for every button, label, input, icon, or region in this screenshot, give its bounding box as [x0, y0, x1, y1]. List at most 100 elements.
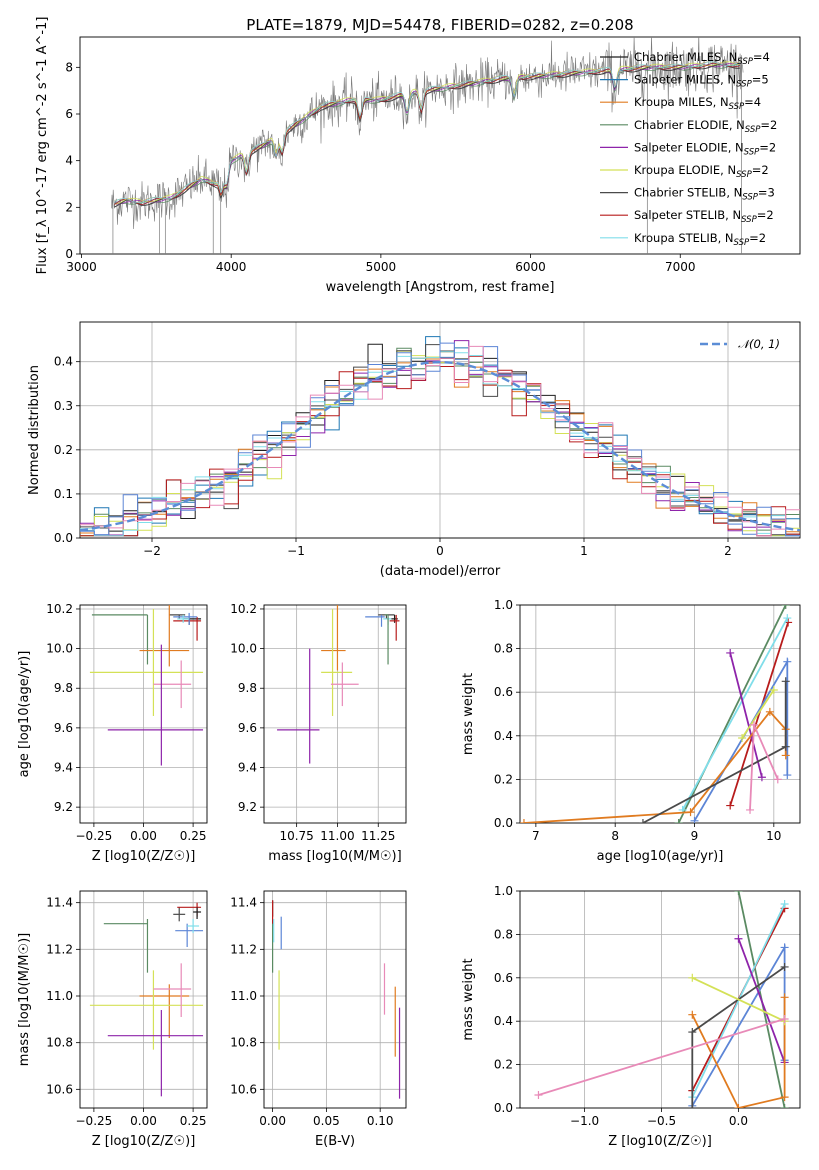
legend-label: Kroupa STELIB, NSSP=2: [634, 231, 766, 248]
x-tick-label: 5000: [366, 260, 397, 274]
weight-marker: [734, 934, 743, 943]
plot-area: [520, 605, 793, 823]
panel-age_vs_mass: 10.75 11.00 11.25 9.2 9.4 9.6 9.8 10.0 10.2 mass …: [230, 602, 407, 864]
y-tick-label: 9.8: [238, 681, 257, 695]
y-tick-label: 0.2: [494, 1058, 513, 1072]
weight-series: [693, 658, 789, 822]
plot-frame: [79, 604, 208, 824]
y-tick-label: 9.2: [54, 800, 73, 814]
x-tick-label: 10.75: [279, 829, 313, 843]
y-tick-label: 0.0: [54, 531, 73, 545]
weight-series: [729, 622, 789, 806]
y-axis-label: Flux [f_λ 10^-17 erg cm^-2 s^-1 A^-1]: [35, 17, 50, 275]
y-tick-label: 0.0: [494, 816, 513, 830]
x-tick-label: 0: [436, 544, 444, 558]
y-tick-label: 0.0: [494, 1101, 513, 1115]
x-axis-label: age [log10(age/yr)]: [597, 849, 724, 864]
y-tick-label: 8: [65, 60, 73, 74]
legend-label: Chabrier MILES, NSSP=4: [634, 50, 770, 67]
weight-marker: [686, 808, 695, 817]
y-tick-label: 9.2: [238, 800, 257, 814]
y-tick-label: 2: [65, 200, 73, 214]
y-axis-label: mass [log10(M/M☉)]: [17, 933, 32, 1066]
x-axis-label: Z [log10(Z/Z☉)]: [92, 1134, 196, 1149]
plot-area: [277, 605, 400, 764]
plot-frame: [263, 604, 407, 824]
weight-marker: [781, 742, 790, 751]
plot-area: [80, 336, 800, 537]
weight-series: [737, 938, 786, 1063]
y-tick-label: 0.4: [494, 729, 513, 743]
weight-marker: [780, 1104, 789, 1108]
x-tick-label: 0.05: [313, 1114, 340, 1128]
x-tick-label: 11.25: [361, 829, 395, 843]
legend-label: Chabrier ELODIE, NSSP=2: [634, 118, 777, 135]
plot-frame: [79, 321, 801, 539]
y-tick-label: 11.4: [230, 896, 257, 910]
spectrum-data: [111, 37, 744, 230]
weight-marker: [688, 1028, 697, 1037]
legend: Chabrier MILES, NSSP=4 Salpeter MILES, NS…: [600, 50, 777, 248]
x-tick-label: 7000: [665, 260, 696, 274]
x-tick-label: 6000: [515, 260, 546, 274]
weight-series: [741, 689, 775, 739]
plot-frame: [519, 604, 801, 824]
panel-mass_vs_ebv: 0.00 0.05 0.10 10.6 10.8 11.0 11.2 11.4 E(B-V): [230, 890, 407, 1149]
y-tick-label: 0.8: [494, 642, 513, 656]
y-tick-label: 9.6: [238, 721, 257, 735]
x-tick-label: 0.25: [180, 829, 207, 843]
x-tick-label: −1: [287, 544, 305, 558]
panel-age_vs_Z: −0.25 0.00 0.25 9.2 9.4 9.6 9.8 10.0 10.2 Z [log1…: [17, 602, 208, 864]
weight-marker: [783, 614, 792, 623]
x-tick-label: 0.10: [367, 1114, 394, 1128]
panel-residual_hist: −2 −1 0 1 2 0.0 0.1 0.2 0.3 0.4 (data-model)/error…: [27, 321, 801, 579]
y-tick-label: 11.2: [230, 942, 257, 956]
weight-marker: [734, 891, 743, 895]
weight-marker: [726, 801, 735, 810]
plot-frame: [263, 890, 407, 1109]
y-tick-label: 0.3: [54, 399, 73, 413]
weight-series: [538, 1018, 785, 1096]
weight-marker: [780, 993, 789, 1002]
panel-mass_vs_Z: −0.25 0.00 0.25 10.6 10.8 11.0 11.2 11.4 Z [log1…: [17, 890, 208, 1149]
y-tick-label: 9.4: [54, 761, 73, 775]
weight-marker: [773, 775, 782, 784]
weight-marker: [780, 1093, 789, 1102]
y-tick-label: 9.8: [54, 681, 73, 695]
y-axis-label: Normed distribution: [27, 365, 42, 495]
x-tick-label: 3000: [66, 260, 97, 274]
plot-area: [534, 891, 789, 1108]
x-axis-label: (data-model)/error: [380, 564, 501, 579]
legend: 𝒩(0, 1): [700, 337, 780, 351]
x-tick-label: −2: [143, 544, 161, 558]
weight-series: [677, 605, 787, 823]
y-tick-label: 10.6: [46, 1082, 73, 1096]
plot-frame: [519, 890, 801, 1109]
legend-label: Kroupa MILES, NSSP=4: [634, 95, 761, 112]
x-tick-label: 0.0: [729, 1114, 748, 1128]
y-tick-label: 1.0: [494, 598, 513, 612]
y-tick-label: 11.2: [46, 942, 73, 956]
y-tick-label: 10.0: [46, 642, 73, 656]
plot-area: [89, 902, 204, 1097]
weight-series: [681, 617, 789, 811]
figure-title: PLATE=1879, MJD=54478, FIBERID=0282, z=0…: [246, 16, 633, 34]
legend-label: Chabrier STELIB, NSSP=3: [634, 186, 775, 203]
model-line: [114, 61, 741, 203]
y-tick-label: 4: [65, 154, 73, 168]
weight-marker: [780, 900, 789, 909]
x-tick-label: 11.00: [320, 829, 354, 843]
plot-area: [89, 605, 204, 766]
weight-marker: [780, 943, 789, 952]
y-axis-label: mass weight: [461, 958, 476, 1040]
weight-marker: [726, 648, 735, 657]
legend-label: 𝒩(0, 1): [738, 337, 780, 351]
weight-marker: [674, 819, 683, 823]
weight-marker: [688, 1104, 697, 1108]
x-axis-label: E(B-V): [315, 1134, 355, 1149]
weight-series: [729, 652, 763, 778]
weight-marker: [765, 707, 774, 716]
x-tick-label: 7: [532, 829, 540, 843]
plot-area: [111, 37, 744, 254]
